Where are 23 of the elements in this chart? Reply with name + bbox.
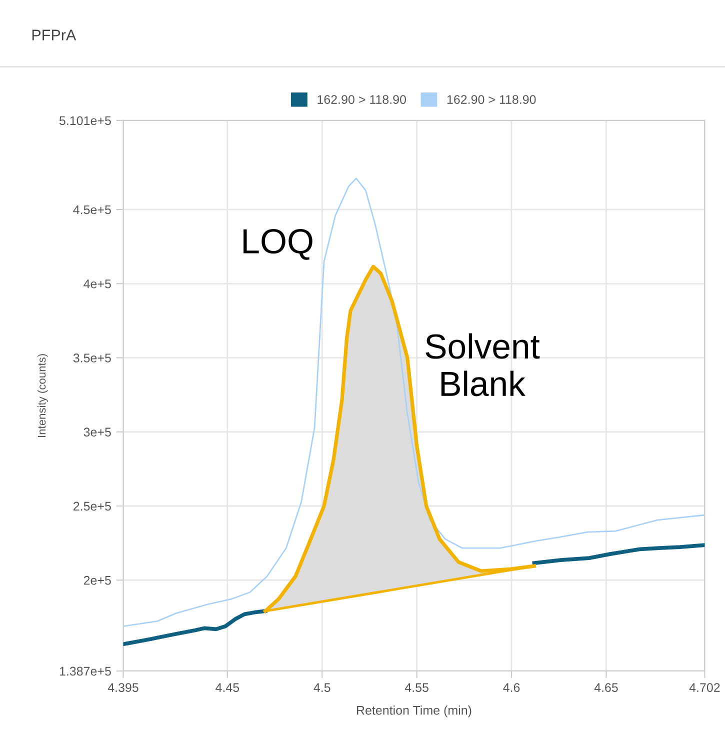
annotation: LOQ [244,229,312,260]
x-axis-title: Retention Time (min) [357,706,472,718]
x-tick-label: 4.702 [689,683,720,692]
y-tick-label: 5.101e+5 [59,116,111,126]
y-tick-label: 2.5e+5 [73,502,111,511]
legend-label: 162.90 > 118.90 [318,95,406,104]
y-tick-label: 4e+5 [84,280,111,288]
y-axis-title: Intensity (counts) [37,354,48,437]
x-tick-label: 4.395 [108,683,138,692]
legend-label: 162.90 > 118.90 [447,95,536,104]
x-tick-label: 4.5 [314,683,330,692]
y-tick-label: 3e+5 [84,428,111,437]
y-tick-label: 3.5e+5 [73,354,111,362]
annotation: Solvent Blank [426,333,540,396]
y-tick-label: 1.387e+5 [60,666,111,676]
y-tick-label: 4.5e+5 [73,205,111,214]
x-tick-label: 4.6 [503,683,520,692]
line-series [123,178,705,627]
x-tick-label: 4.65 [594,683,618,692]
chart-title: PFPrA [32,30,76,40]
x-tick-label: 4.55 [404,683,428,692]
y-tick-label: 2e+5 [84,576,111,585]
x-tick-label: 4.45 [216,683,240,692]
